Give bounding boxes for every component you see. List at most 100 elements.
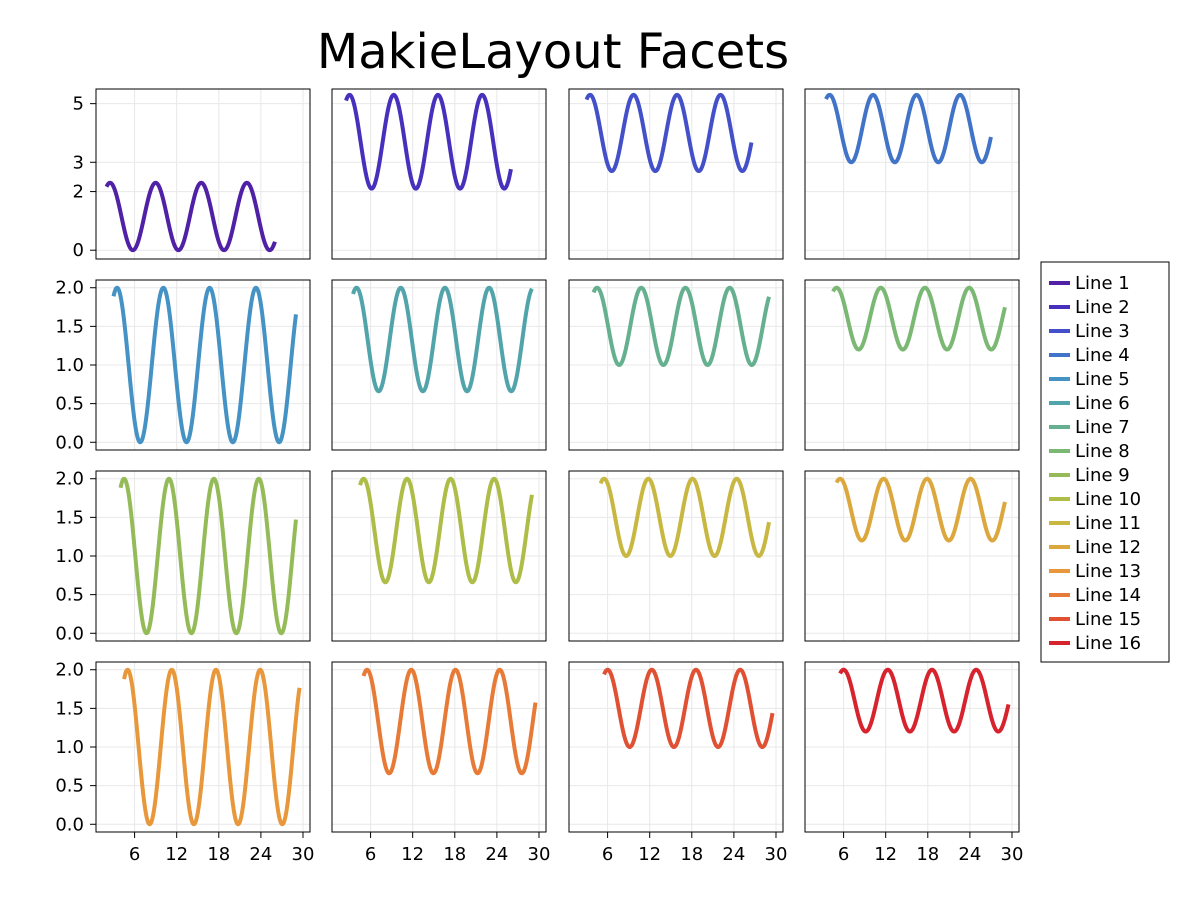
x-tick-label: 30: [1001, 844, 1024, 865]
x-tick-label: 6: [838, 844, 849, 865]
facet-panel-10: [331, 470, 547, 642]
axis-frame: [568, 88, 784, 260]
series-line-16: [838, 667, 1011, 734]
legend-entry-label: Line 6: [1075, 393, 1130, 414]
x-tick-label: 18: [207, 844, 230, 865]
axis-frame: [331, 661, 547, 833]
x-tick-label: 12: [638, 844, 661, 865]
y-tick-label: 2: [73, 182, 84, 203]
facet-panel-14: 6 12 18 24 30: [331, 661, 551, 865]
series-line-10: [358, 476, 534, 585]
legend-entry-label: Line 9: [1075, 465, 1130, 486]
y-tick-label: 0.0: [55, 432, 84, 453]
legend-entry-label: Line 1: [1075, 273, 1130, 294]
x-tick-label: 6: [602, 844, 613, 865]
x-tick-label: 18: [443, 844, 466, 865]
axis-frame: [331, 279, 547, 451]
facet-panel-11: [568, 470, 784, 642]
series-line-11: [598, 476, 771, 558]
axis-frame: [568, 279, 784, 451]
series-line-6: [351, 285, 534, 394]
legend-entry-label: Line 12: [1075, 537, 1141, 558]
axis-frame: [568, 470, 784, 642]
legend: Line 1 Line 2 Line 3 Line 4 Line 5 Line 6 Line…: [1040, 261, 1170, 663]
facet-panel-1: 0 2 3 5: [73, 88, 311, 261]
legend-entry-label: Line 13: [1075, 561, 1141, 582]
series-line-12: [834, 476, 1007, 543]
series-line-9: [118, 476, 298, 636]
y-tick-label: 2.0: [55, 469, 84, 490]
x-tick-label: 12: [165, 844, 188, 865]
legend-entry-label: Line 15: [1075, 609, 1141, 630]
facet-panel-8: [804, 279, 1020, 451]
facet-panel-12: [804, 470, 1020, 642]
facet-panel-9: 0.0 0.5 1.0 1.5 2.0: [55, 469, 311, 644]
series-line-14: [361, 667, 538, 776]
x-tick-label: 12: [874, 844, 897, 865]
y-tick-label: 5: [73, 94, 84, 115]
series-line-3: [584, 92, 754, 174]
y-tick-label: 0.5: [55, 394, 84, 415]
legend-entry-label: Line 3: [1075, 321, 1130, 342]
y-tick-label: 0.0: [55, 814, 84, 835]
y-tick-label: 0.5: [55, 585, 84, 606]
series-line-8: [831, 285, 1007, 352]
x-tick-label: 30: [528, 844, 551, 865]
y-tick-label: 0.0: [55, 623, 84, 644]
legend-entry-label: Line 11: [1075, 513, 1141, 534]
legend-entry-label: Line 16: [1075, 633, 1141, 654]
y-tick-label: 0: [73, 240, 84, 261]
axis-frame: [95, 88, 311, 260]
x-tick-label: 18: [916, 844, 939, 865]
facet-panel-15: 6 12 18 24 30: [568, 661, 788, 865]
axis-frame: [331, 88, 547, 260]
axis-frame: [804, 661, 1020, 833]
y-tick-label: 0.5: [55, 776, 84, 797]
y-tick-label: 1.5: [55, 507, 84, 528]
y-tick-label: 1.0: [55, 355, 84, 376]
y-tick-label: 3: [73, 152, 84, 173]
x-tick-label: 6: [129, 844, 140, 865]
axis-frame: [804, 88, 1020, 260]
axis-frame: [568, 661, 784, 833]
legend-entry-label: Line 14: [1075, 585, 1141, 606]
legend-entry-label: Line 5: [1075, 369, 1130, 390]
series-line-2: [344, 92, 513, 191]
facet-panel-4: [804, 88, 1020, 260]
x-tick-label: 24: [485, 844, 508, 865]
series-line-4: [824, 92, 993, 165]
axis-frame: [804, 279, 1020, 451]
legend-entry-label: Line 10: [1075, 489, 1141, 510]
legend-entry-label: Line 8: [1075, 441, 1130, 462]
legend-entry-label: Line 4: [1075, 345, 1130, 366]
facet-panel-7: [568, 279, 784, 451]
axis-frame: [804, 470, 1020, 642]
facet-panel-16: 6 12 18 24 30: [804, 661, 1024, 865]
axis-frame: [331, 470, 547, 642]
series-line-13: [122, 667, 302, 827]
series-line-5: [111, 285, 298, 445]
y-tick-label: 2.0: [55, 660, 84, 681]
y-tick-label: 2.0: [55, 278, 84, 299]
x-tick-label: 24: [249, 844, 272, 865]
y-tick-label: 1.0: [55, 737, 84, 758]
facet-panel-5: 0.0 0.5 1.0 1.5 2.0: [55, 278, 311, 453]
facet-panel-3: [568, 88, 784, 260]
series-line-1: [104, 180, 277, 253]
series-line-15: [602, 667, 775, 749]
facet-panel-13: 0.0 0.5 1.0 1.5 2.0 6 12 18 24 30: [55, 660, 314, 865]
facet-panels: 0 2 3 5 0.0 0.5 1.0 1.5 2.0 0.0 0.5 1.0 1.5 2.0 0.0 0.5…: [55, 88, 1024, 865]
facet-panel-6: [331, 279, 547, 451]
x-tick-label: 30: [292, 844, 315, 865]
legend-entry-label: Line 7: [1075, 417, 1130, 438]
x-tick-label: 6: [365, 844, 376, 865]
x-tick-label: 18: [680, 844, 703, 865]
y-tick-label: 1.5: [55, 316, 84, 337]
figure-title: MakieLayout Facets: [317, 24, 789, 80]
x-tick-label: 30: [765, 844, 788, 865]
legend-entry-label: Line 2: [1075, 297, 1130, 318]
x-tick-label: 24: [722, 844, 745, 865]
x-tick-label: 24: [958, 844, 981, 865]
y-tick-label: 1.5: [55, 698, 84, 719]
